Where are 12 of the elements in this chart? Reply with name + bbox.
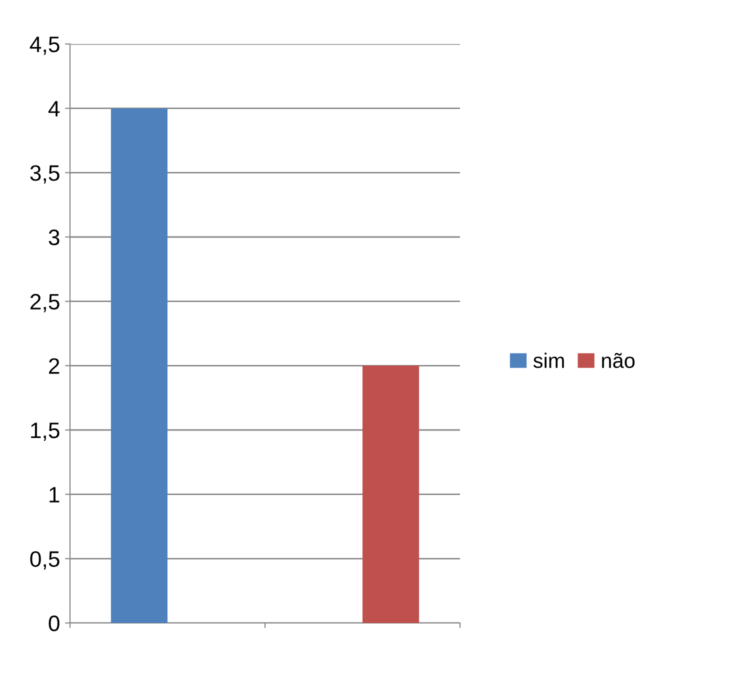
- y-tick-label: 4: [48, 101, 60, 116]
- y-tick-label: 3: [48, 230, 60, 246]
- y-tick-label: 1,5: [31, 422, 60, 441]
- y-tick-label: 0,5: [30, 551, 60, 570]
- legend-label: sim: [533, 352, 564, 368]
- y-tick-label: 4,5: [30, 36, 60, 55]
- y-tick-label: 0: [48, 616, 60, 632]
- y-tick-label: 2: [49, 358, 60, 374]
- y-tick-label: 2,5: [30, 294, 60, 312]
- legend-label: não: [602, 352, 635, 368]
- y-tick-label: 3,5: [30, 165, 60, 184]
- y-tick-label: 1: [50, 487, 60, 502]
